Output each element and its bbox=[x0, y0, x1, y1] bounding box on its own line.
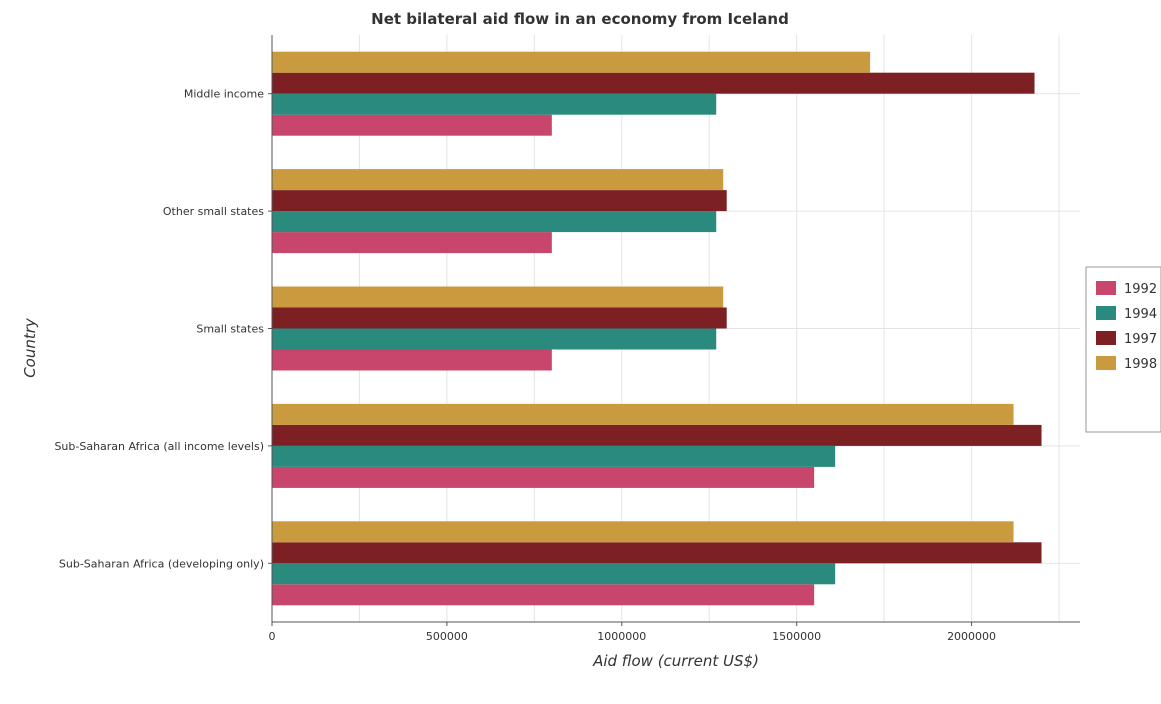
bar-1994 bbox=[272, 211, 717, 233]
y-tick-label: Small states bbox=[196, 323, 264, 336]
y-tick-label: Sub-Saharan Africa (developing only) bbox=[59, 557, 264, 570]
bar-1992 bbox=[272, 114, 552, 136]
bar-1997 bbox=[272, 542, 1042, 564]
legend-swatch-1994 bbox=[1096, 306, 1116, 320]
y-axis-label: Country bbox=[21, 317, 39, 378]
bar-1997 bbox=[272, 307, 727, 329]
bar-1998 bbox=[272, 51, 871, 73]
bar-1997 bbox=[272, 72, 1035, 94]
bar-1994 bbox=[272, 563, 836, 585]
legend-swatch-1998 bbox=[1096, 356, 1116, 370]
bar-1994 bbox=[272, 445, 836, 467]
bar-1998 bbox=[272, 403, 1014, 425]
x-tick-label: 500000 bbox=[426, 630, 468, 643]
legend-swatch-1997 bbox=[1096, 331, 1116, 345]
bar-1992 bbox=[272, 584, 815, 606]
bar-1998 bbox=[272, 286, 724, 308]
bar-1994 bbox=[272, 328, 717, 350]
x-tick-label: 2000000 bbox=[947, 630, 996, 643]
axes: 0 500000 1000000 1500000 2000000 Middle incom… bbox=[54, 35, 1080, 643]
y-tick-label: Other small states bbox=[163, 205, 264, 218]
legend-label-1994: 1994 bbox=[1124, 307, 1157, 322]
x-tick-label: 1000000 bbox=[597, 630, 646, 643]
bar-1997 bbox=[272, 190, 727, 212]
legend-label-1998: 1998 bbox=[1124, 357, 1157, 372]
legend-swatch-1992 bbox=[1096, 281, 1116, 295]
bar-1994 bbox=[272, 93, 717, 115]
legend-label-1992: 1992 bbox=[1124, 282, 1157, 297]
x-axis-label: Aid flow (current US$) bbox=[592, 652, 759, 670]
x-tick-label: 0 bbox=[269, 630, 276, 643]
bar-1992 bbox=[272, 466, 815, 488]
bar-1998 bbox=[272, 521, 1014, 543]
y-tick-label: Middle income bbox=[184, 88, 264, 101]
y-tick-label: Sub-Saharan Africa (all income levels) bbox=[54, 440, 264, 453]
chart-title: Net bilateral aid flow in an economy fro… bbox=[371, 10, 789, 28]
bar-1992 bbox=[272, 349, 552, 371]
bar-1998 bbox=[272, 169, 724, 191]
bars bbox=[272, 51, 1042, 606]
legend-label-1997: 1997 bbox=[1124, 332, 1157, 347]
x-tick-label: 1500000 bbox=[772, 630, 821, 643]
bar-1992 bbox=[272, 232, 552, 254]
legend: 1992 1994 1997 1998 bbox=[1085, 266, 1161, 433]
bar-1997 bbox=[272, 424, 1042, 446]
